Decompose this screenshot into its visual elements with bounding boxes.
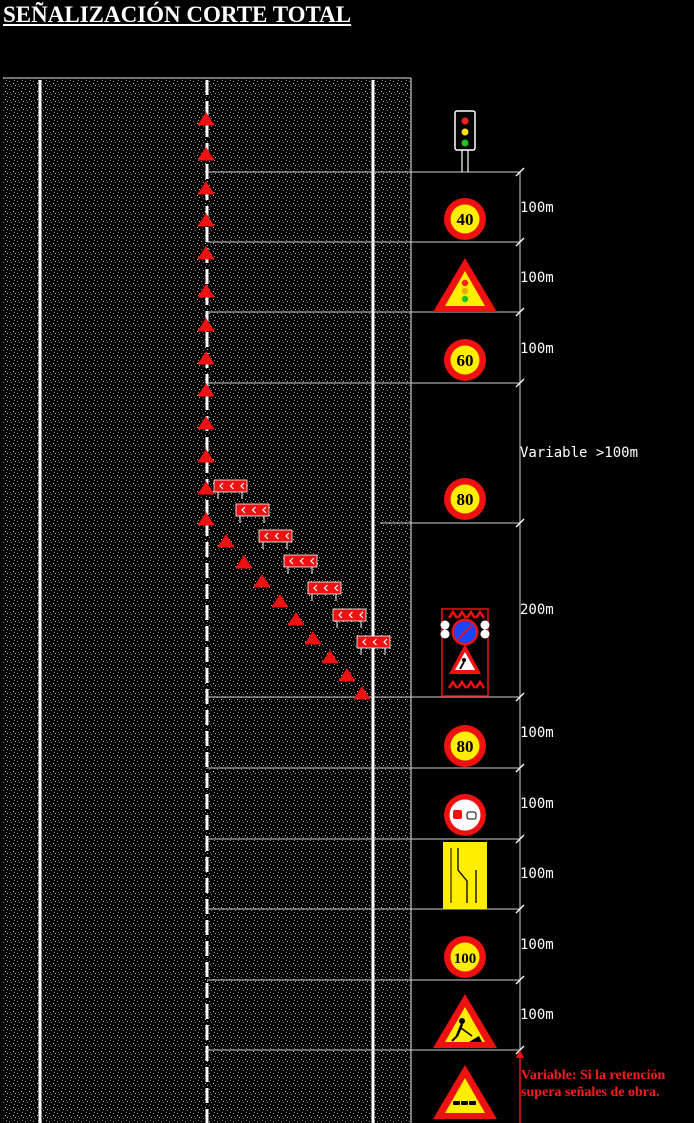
distance-label: 100m [520,725,554,741]
dimension-tick [515,763,525,773]
traffic-cone [288,612,304,626]
speed-limit-value: 100 [454,951,477,967]
traffic-cone [198,318,214,332]
traffic-cone [198,284,214,298]
distance-label: Variable >100m [520,445,639,461]
speed-limit-sign [444,936,486,978]
works-vehicle-panel-sign [440,608,490,697]
warning-traffic-light-sign [433,258,497,312]
traffic-cone [198,416,214,430]
traffic-cone [322,650,338,664]
page-title: SEÑALIZACIÓN CORTE TOTAL [3,2,352,27]
dimension-tick [515,518,525,528]
traffic-cone [198,351,214,365]
speed-limit-sign [444,339,486,381]
arrow-panel [235,503,270,523]
arrow-panel [213,479,248,499]
traffic-cone [272,594,288,608]
speed-limit-sign [444,198,486,240]
traffic-cones [198,112,370,700]
distance-label: 100m [520,270,554,286]
roadworks-warning-sign [433,994,497,1048]
traffic-cone [198,383,214,397]
dimension-tick [515,834,525,844]
dimension-tick [515,307,525,317]
arrow-panel [258,529,293,549]
traffic-light-icon [454,110,476,172]
traffic-cone [354,686,370,700]
traffic-cone [305,631,321,645]
traffic-cone [198,112,214,126]
distance-label: 200m [520,602,554,618]
arrow-panel [307,581,342,601]
traffic-cone [198,512,214,526]
speed-limit-value: 40 [457,210,474,229]
dimension-tick [515,378,525,388]
dimension-tick [515,904,525,914]
traffic-cone [198,213,214,227]
arrow-panel [283,554,318,574]
speed-limit-value: 80 [457,737,474,756]
distance-label: 100m [520,1007,554,1023]
no-overtaking-sign [444,794,486,836]
speed-limit-sign [444,725,486,767]
distance-label: 100m [520,937,554,953]
distance-label: 100m [520,200,554,216]
road-signs [433,110,497,1119]
dimension-tick [515,237,525,247]
arrow-panels [213,479,391,655]
traffic-cone [198,147,214,161]
traffic-cone [218,534,234,548]
dimension-line [515,167,525,1123]
distance-label: 100m [520,341,554,357]
queue-warning-sign [433,1065,497,1119]
traffic-cone [254,574,270,588]
arrow-panel [332,608,367,628]
traffic-cone [339,668,355,682]
dimension-tick [515,975,525,985]
traffic-cone [198,181,214,195]
arrow-panel [356,635,391,655]
lane-closure-panel-sign [443,842,487,909]
traffic-cone [236,555,252,569]
sign-labels: 40 60 80 80 100 [454,210,477,967]
dimension-tick [515,167,525,177]
dimension-tick [515,692,525,702]
note-text: Variable: Si la retención supera señales… [521,1068,666,1100]
distance-label: 100m [520,866,554,882]
traffic-cone [198,449,214,463]
distance-label: 100m [520,796,554,812]
arrow-head [516,1050,524,1058]
speed-limit-value: 80 [457,490,474,509]
traffic-cone [198,481,214,495]
speed-limit-value: 60 [457,351,474,370]
speed-limit-sign [444,478,486,520]
traffic-cone [198,246,214,260]
